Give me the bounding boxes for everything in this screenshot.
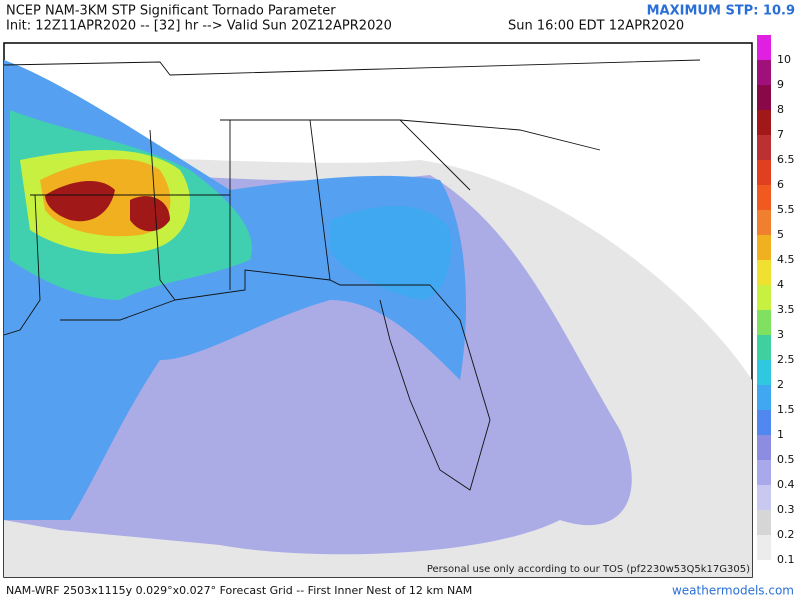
colorbar-label: 6.5 xyxy=(777,153,795,166)
colorbar-label: 3.5 xyxy=(777,303,795,316)
colorbar-label: 8 xyxy=(777,103,784,116)
color-cell xyxy=(757,385,771,410)
color-cell xyxy=(757,235,771,260)
colorbar-label: 1 xyxy=(777,428,784,441)
color-cell xyxy=(757,160,771,185)
colorbar-label: 3 xyxy=(777,328,784,341)
color-cell xyxy=(757,335,771,360)
color-cell xyxy=(757,360,771,385)
map: Personal use only according to our TOS (… xyxy=(3,42,753,578)
color-cell xyxy=(757,210,771,235)
colorbar-label: 0.4 xyxy=(777,478,795,491)
colorbar-label: 0.2 xyxy=(777,528,795,541)
color-cell xyxy=(757,510,771,535)
color-cell xyxy=(757,135,771,160)
color-cell xyxy=(757,410,771,435)
disclaimer: Personal use only according to our TOS (… xyxy=(427,564,750,575)
color-cell xyxy=(757,185,771,210)
colorbar-label: 5 xyxy=(777,228,784,241)
title: NCEP NAM-3KM STP Significant Tornado Par… xyxy=(6,4,336,19)
source: weathermodels.com xyxy=(672,584,794,598)
colorbar-label: 4 xyxy=(777,278,784,291)
color-cell xyxy=(757,35,771,60)
colorbar: 10 9 8 7 6.5 6 5.5 5 4.5 4 3.5 3 2.5 2 1.5 1 0.5 0.4 0.3 0.… xyxy=(757,35,795,566)
colorbar-label: 9 xyxy=(777,78,784,91)
colorbar-label: 7 xyxy=(777,128,784,141)
colorbar-label: 2.5 xyxy=(777,353,795,366)
colorbar-label: 0.3 xyxy=(777,503,795,516)
color-cell xyxy=(757,435,771,460)
color-cell xyxy=(757,535,771,560)
colorbar-label: 6 xyxy=(777,178,784,191)
grid-info: NAM-WRF 2503x1115y 0.029°x0.027° Forecas… xyxy=(6,584,472,597)
colorbar-label: 0.1 xyxy=(777,553,795,566)
colorbar-label: 5.5 xyxy=(777,203,795,216)
color-cell xyxy=(757,260,771,285)
color-cell xyxy=(757,60,771,85)
colorbar-label: 4.5 xyxy=(777,253,795,266)
color-cell xyxy=(757,285,771,310)
colorbar-label: 2 xyxy=(777,378,784,391)
color-cell xyxy=(757,110,771,135)
maximum-value: MAXIMUM STP: 10.9 xyxy=(647,4,795,19)
valid-time: Sun 16:00 EDT 12APR2020 xyxy=(508,19,684,34)
color-cell xyxy=(757,460,771,485)
colorbar-label: 10 xyxy=(777,53,791,66)
color-cell xyxy=(757,85,771,110)
color-cell xyxy=(757,485,771,510)
colorbar-label: 0.5 xyxy=(777,453,795,466)
init-time: Init: 12Z11APR2020 -- [32] hr --> Valid … xyxy=(6,19,392,34)
colorbar-label: 1.5 xyxy=(777,403,795,416)
color-cell xyxy=(757,310,771,335)
